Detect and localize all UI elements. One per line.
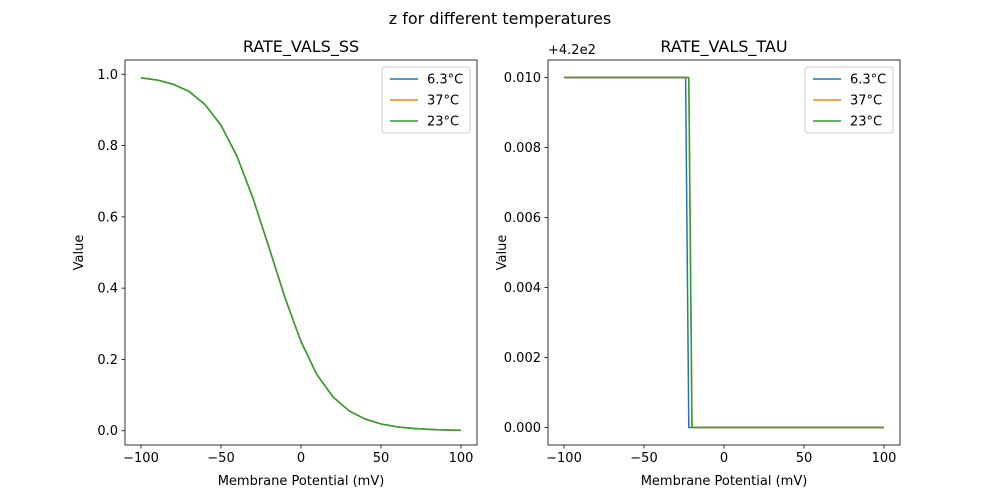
subplot-rate-vals-ss: −100 −50 0 50 100 0.0 0.2 0.4 0.6 0.8 1.0 RATE_VALS… — [72, 37, 478, 489]
legend-frame — [381, 66, 471, 134]
y-tick-label: 0.4 — [97, 282, 118, 297]
subplot-title: RATE_VALS_SS — [243, 37, 359, 57]
x-tick-label: 50 — [373, 451, 390, 466]
y-axis-label: Value — [495, 235, 510, 271]
y-tick-label: 0.0 — [97, 424, 118, 439]
y-tick-label: 0.6 — [97, 210, 118, 225]
legend-frame — [804, 66, 894, 134]
x-tick-label: −100 — [123, 451, 159, 466]
y-tick-label: 0.000 — [504, 421, 541, 436]
x-tick-label: −50 — [630, 451, 657, 466]
x-tick-label: 50 — [796, 451, 813, 466]
y-tick-label: 0.8 — [97, 139, 118, 154]
legend-label: 6.3°C — [427, 73, 463, 88]
legend-label: 23°C — [850, 115, 882, 130]
legend: 6.3°C 37°C 23°C — [381, 66, 471, 134]
subplot-rate-vals-tau: −100 −50 0 50 100 0.000 0.002 0.004 0.006 0.008 0.… — [495, 37, 901, 489]
x-tick-label: 0 — [720, 451, 728, 466]
x-tick-label: −100 — [546, 451, 582, 466]
x-axis-label: Membrane Potential (mV) — [218, 474, 385, 489]
y-offset-label: +4.2e2 — [548, 43, 596, 58]
legend-label: 37°C — [850, 94, 882, 109]
x-tick-label: 0 — [297, 451, 305, 466]
series-line-23-c — [140, 77, 462, 432]
figure-suptitle: z for different temperatures — [389, 9, 612, 28]
x-axis-label: Membrane Potential (mV) — [641, 474, 808, 489]
x-tick-label: 100 — [449, 451, 474, 466]
y-axis-label: Value — [72, 235, 87, 271]
y-tick-label: 0.006 — [504, 211, 541, 226]
subplot-title: RATE_VALS_TAU — [660, 37, 787, 57]
legend: 6.3°C 37°C 23°C — [804, 66, 894, 134]
y-tick-label: 0.004 — [504, 281, 541, 296]
y-tick-label: 0.2 — [97, 353, 118, 368]
y-tick-label: 0.010 — [504, 71, 541, 86]
series-line-23-c — [564, 76, 884, 429]
y-tick-label: 1.0 — [97, 68, 118, 83]
legend-label: 6.3°C — [850, 73, 886, 88]
y-tick-label: 0.002 — [504, 351, 541, 366]
legend-label: 23°C — [427, 115, 459, 130]
x-tick-label: 100 — [872, 451, 897, 466]
y-tick-label: 0.008 — [504, 141, 541, 156]
x-tick-label: −50 — [207, 451, 234, 466]
legend-label: 37°C — [427, 94, 459, 109]
